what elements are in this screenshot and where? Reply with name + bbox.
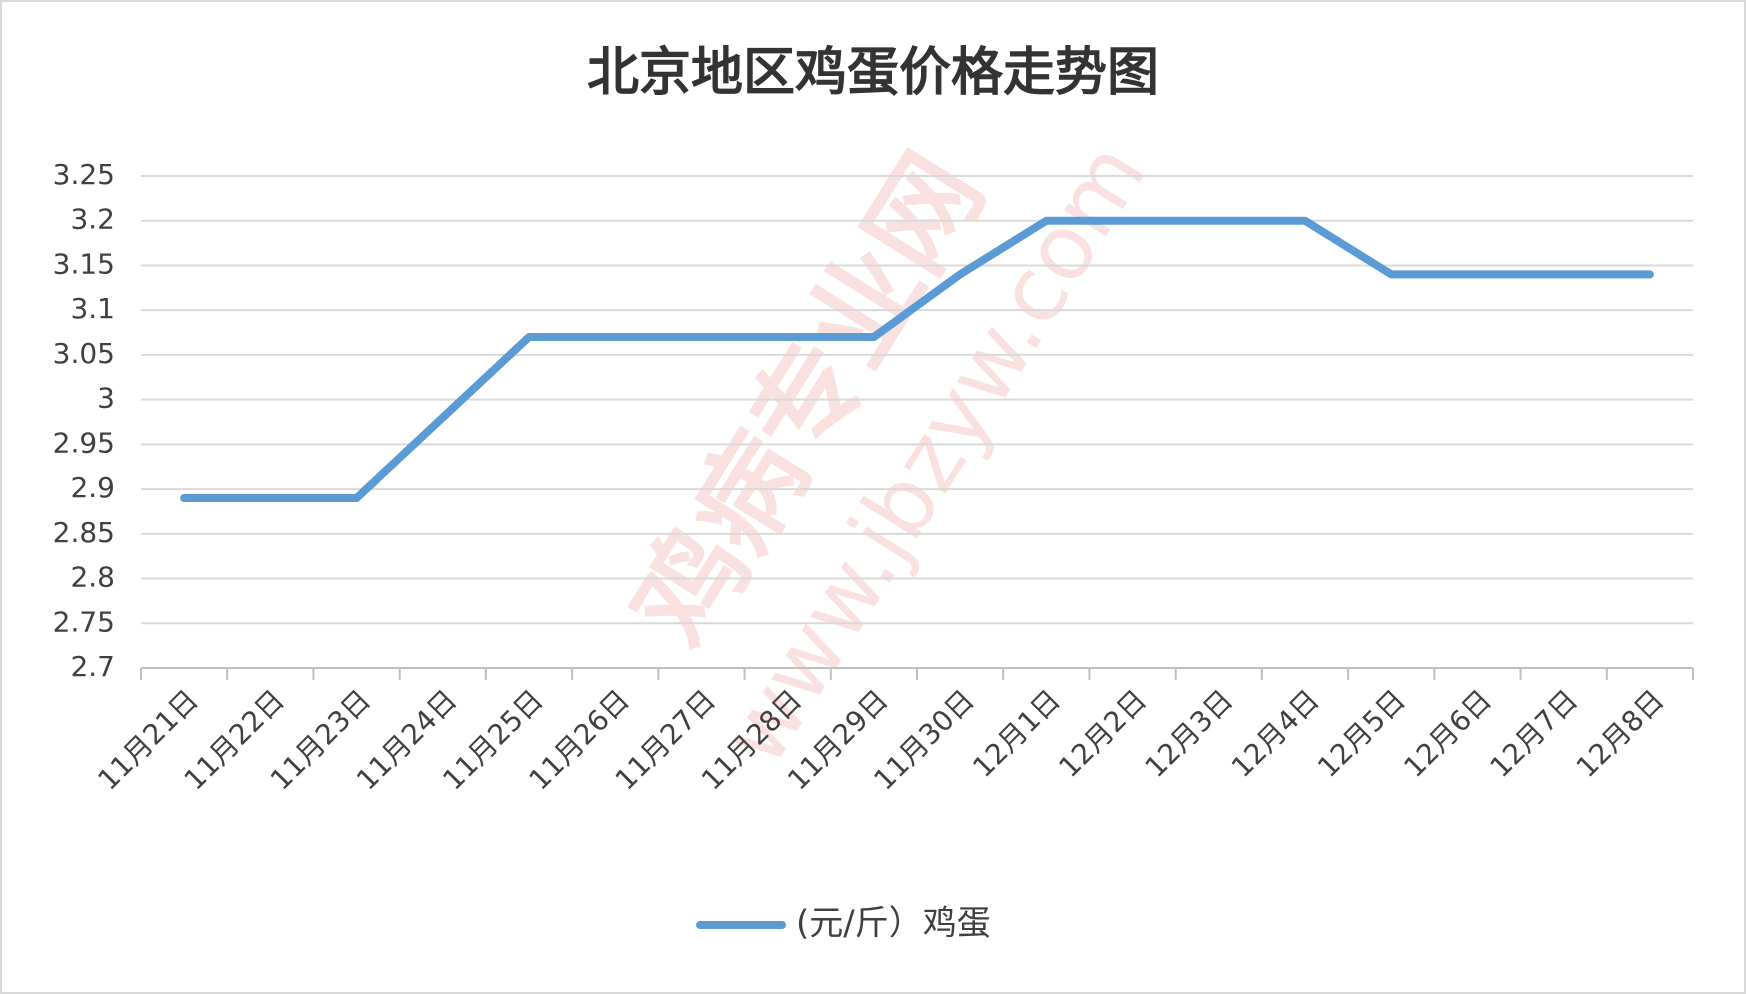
y-tick-label: 3 (97, 382, 115, 415)
y-tick-label: 3.05 (53, 337, 115, 370)
series-line (180, 216, 1654, 503)
y-tick-label: 3.1 (70, 292, 115, 325)
y-tick-label: 2.95 (53, 426, 115, 459)
y-tick-label: 2.9 (70, 471, 115, 504)
y-tick-label: 3.25 (53, 158, 115, 191)
y-tick-label: 3.2 (70, 203, 115, 236)
y-tick-label: 2.75 (53, 605, 115, 638)
y-tick-label: 3.15 (53, 247, 115, 280)
chart-title: 北京地区鸡蛋价格走势图 (587, 43, 1159, 103)
y-tick-label: 2.85 (53, 516, 115, 549)
y-tick-label: 2.8 (70, 561, 115, 594)
legend-label: (元/斤）鸡蛋 (796, 904, 991, 944)
y-tick-label: 2.7 (70, 650, 115, 683)
